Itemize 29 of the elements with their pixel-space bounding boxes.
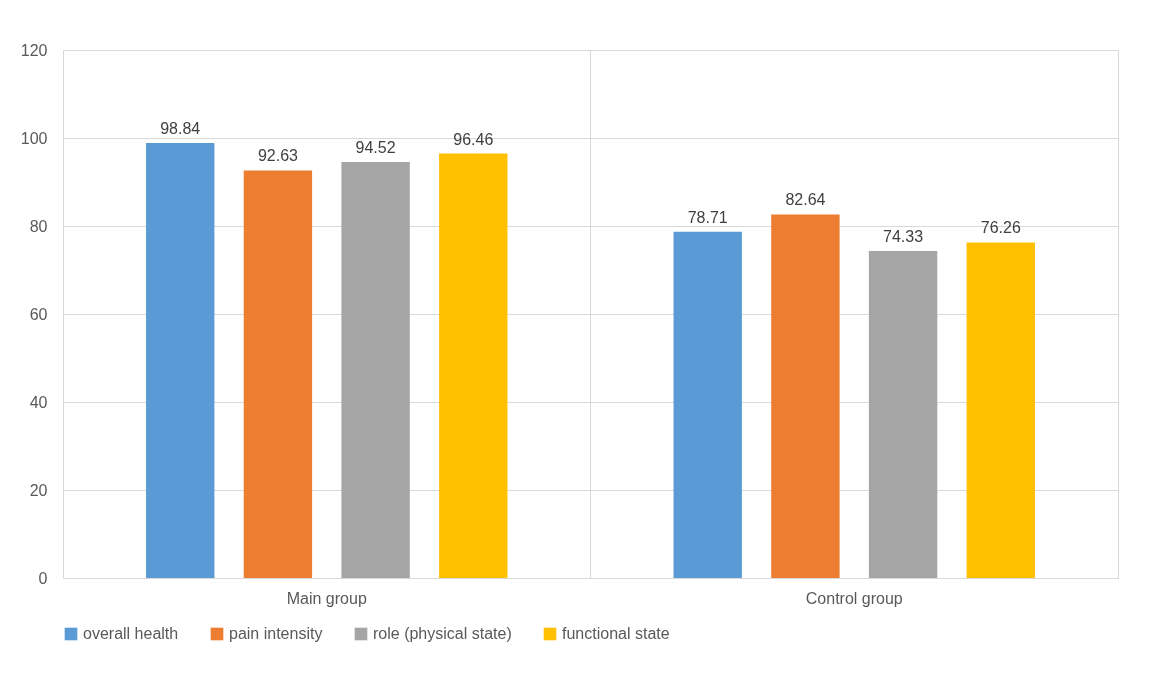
y-tick-label: 40 bbox=[29, 393, 48, 411]
x-tick-label: Main group bbox=[286, 589, 367, 607]
legend-label: pain intensity bbox=[229, 625, 323, 642]
y-tick-label: 80 bbox=[29, 217, 48, 235]
y-tick-label: 20 bbox=[29, 481, 48, 499]
bar bbox=[771, 214, 840, 578]
y-tick-label: 60 bbox=[29, 305, 48, 323]
legend-label: overall health bbox=[83, 625, 179, 642]
bar bbox=[243, 170, 313, 578]
bar bbox=[146, 143, 215, 578]
data-label: 78.71 bbox=[687, 208, 728, 226]
bar bbox=[341, 162, 410, 578]
legend-label: functional state bbox=[562, 625, 670, 642]
data-label: 74.33 bbox=[883, 227, 924, 245]
data-label: 82.64 bbox=[785, 191, 826, 209]
legend-label: role (physical state) bbox=[373, 625, 512, 642]
data-label: 94.52 bbox=[355, 139, 396, 157]
data-label: 92.63 bbox=[257, 147, 299, 165]
x-tick-label: Control group bbox=[805, 589, 903, 607]
data-label: 96.46 bbox=[453, 130, 494, 148]
y-tick-label: 100 bbox=[20, 129, 48, 147]
bar bbox=[439, 153, 508, 578]
data-label: 76.26 bbox=[980, 219, 1021, 237]
bar bbox=[966, 242, 1035, 578]
data-label: 98.84 bbox=[160, 120, 201, 138]
bar bbox=[673, 231, 742, 578]
bar bbox=[868, 250, 938, 578]
y-tick-label: 0 bbox=[38, 569, 48, 587]
y-tick-label: 120 bbox=[20, 41, 48, 59]
